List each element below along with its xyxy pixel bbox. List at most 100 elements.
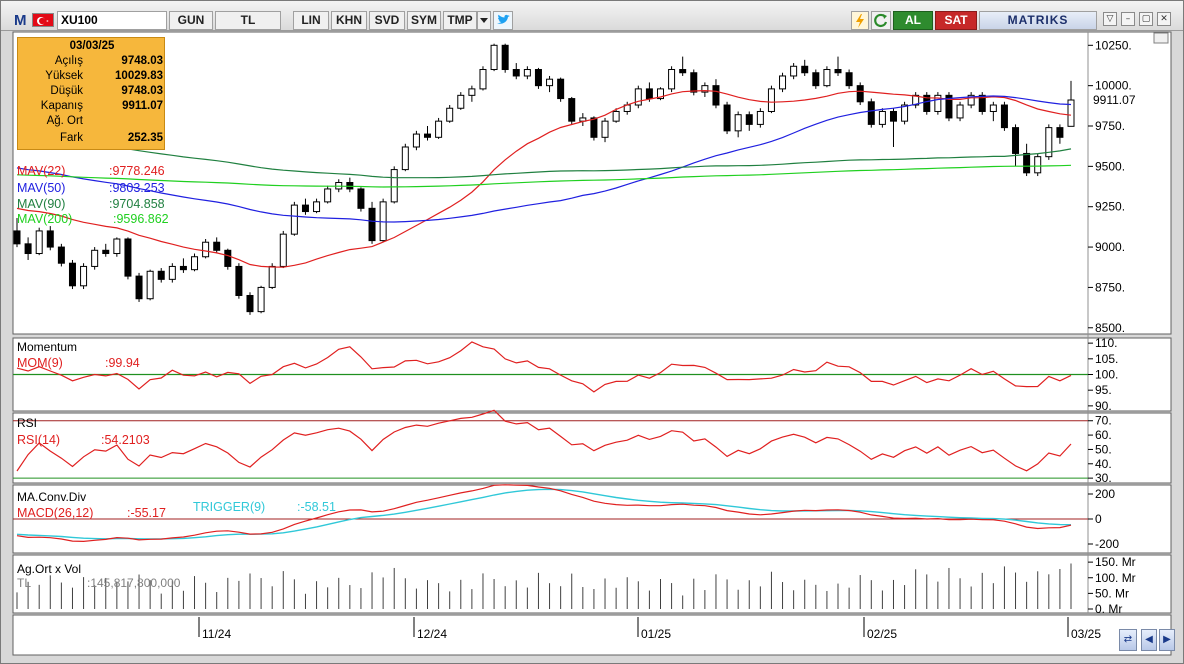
candle-body: [1012, 127, 1020, 154]
price-tick-label: 10000.: [1095, 79, 1132, 93]
candle-body: [645, 88, 653, 100]
svd-button[interactable]: SVD: [369, 11, 405, 30]
symbol-field[interactable]: XU100: [57, 11, 167, 30]
candle-body: [235, 265, 243, 296]
candle-body: [313, 201, 321, 213]
date-label: 03/25: [1071, 627, 1102, 641]
trigger-name: TRIGGER(9): [193, 500, 266, 514]
candle-body: [479, 69, 487, 90]
candle-body: [457, 94, 465, 109]
mav90-name: MAV(90): [17, 197, 66, 211]
candle-body: [13, 230, 21, 245]
candle-body: [1045, 127, 1053, 158]
candle-body: [634, 88, 642, 106]
close-icon[interactable]: ✕: [1157, 12, 1171, 26]
ohlc-info-box: 03/03/25 Açılış 9748.03 Yüksek 10029.83 Dü…: [17, 37, 165, 150]
candle-body: [767, 88, 775, 112]
info-value: 9748.03: [121, 85, 163, 97]
twitter-icon[interactable]: [493, 11, 513, 30]
sym-button[interactable]: SYM: [407, 11, 441, 30]
rsi-name: RSI(14): [17, 433, 61, 447]
candle-body: [168, 265, 176, 280]
candle-body: [490, 44, 498, 71]
candle-body: [290, 204, 298, 235]
rsi-tick-label: 70.: [1095, 414, 1112, 428]
dropdown-arrow-icon[interactable]: [477, 11, 491, 30]
candle-body: [102, 249, 110, 255]
candle-body: [856, 85, 864, 103]
candle-body: [446, 107, 454, 122]
mav200-name: MAV(200): [17, 212, 73, 226]
momentum-line: [16, 341, 1072, 393]
buy-button[interactable]: AL: [893, 11, 933, 30]
mav22-value: :9778.246: [109, 164, 165, 178]
candle-body: [213, 241, 221, 251]
restore-icon[interactable]: ▢: [1139, 12, 1153, 26]
scroll-right-icon[interactable]: ▶: [1159, 629, 1175, 651]
mav200-value: :9596.862: [113, 212, 169, 226]
candle-body: [512, 69, 520, 77]
candle-body: [1056, 127, 1064, 138]
mav50-name: MAV(50): [17, 181, 66, 195]
candle-body: [901, 104, 909, 122]
price-tick-label: 8500.: [1095, 321, 1125, 335]
volume-title: Ag.Ort x Vol: [17, 562, 82, 576]
candle-body: [146, 270, 154, 300]
mav50-value: :9803.253: [109, 181, 165, 195]
candle-body: [124, 238, 132, 277]
scale-button[interactable]: LIN: [293, 11, 329, 30]
candle-body: [390, 169, 398, 203]
candle-body: [568, 98, 576, 122]
date-label: 02/25: [867, 627, 898, 641]
rsi-tick-label: 60.: [1095, 428, 1112, 442]
date-label: 11/24: [202, 627, 232, 641]
price-tick-label: 9000.: [1095, 240, 1125, 254]
price-tick-label: 8750.: [1095, 280, 1125, 294]
candle-body: [756, 110, 764, 125]
candle-body: [1067, 99, 1075, 127]
volume-tick-label: 100. Mr: [1095, 571, 1136, 585]
lightning-icon[interactable]: [851, 11, 869, 30]
candle-body: [1023, 152, 1031, 174]
candle-body: [113, 238, 121, 255]
macd-tick-label: -200: [1095, 537, 1119, 551]
candle-body: [668, 69, 676, 90]
pane-collapse-icon[interactable]: [1153, 32, 1169, 44]
candle-body: [246, 294, 254, 313]
sync-icon[interactable]: ⇄: [1119, 629, 1137, 651]
trigger-value: :-58.51: [297, 500, 336, 514]
momentum-tick-label: 105.: [1095, 352, 1118, 366]
candle-body: [590, 117, 598, 138]
flag-turkey-icon: [32, 13, 54, 27]
candle-body: [202, 241, 210, 258]
tmp-button[interactable]: TMP: [443, 11, 477, 30]
sell-button[interactable]: SAT: [935, 11, 977, 30]
minimize-icon[interactable]: –: [1121, 12, 1135, 26]
candle-body: [468, 88, 476, 96]
window-menu-icon[interactable]: ▽: [1103, 12, 1117, 26]
currency-button[interactable]: TL: [215, 11, 281, 30]
refresh-icon[interactable]: [871, 11, 891, 30]
trigger-line: [16, 488, 1072, 540]
candle-body: [656, 88, 664, 100]
candle-body: [357, 188, 365, 209]
khn-button[interactable]: KHN: [331, 11, 367, 30]
candle-body: [612, 110, 620, 122]
period-button[interactable]: GUN: [169, 11, 213, 30]
candle-body: [523, 69, 531, 77]
scroll-left-icon[interactable]: ◀: [1141, 629, 1157, 651]
price-pane: [12, 31, 1172, 335]
chart-area[interactable]: 10250. 10000. 9750. 9500. 9250. 9000. 8750. 850…: [1, 31, 1183, 663]
info-value: 10029.83: [115, 70, 163, 82]
app-logo[interactable]: M: [14, 12, 27, 29]
macd-title: MA.Conv.Div: [17, 490, 87, 504]
candle-body: [923, 94, 931, 112]
volume-tick-label: 0. Mr: [1095, 602, 1122, 616]
info-label: Kapanış: [40, 100, 83, 112]
candle-body: [956, 104, 964, 119]
candle-body: [534, 69, 542, 87]
date-axis-pane: [12, 614, 1172, 656]
momentum-title: Momentum: [17, 340, 78, 354]
momentum-tick-label: 90.: [1095, 399, 1112, 413]
